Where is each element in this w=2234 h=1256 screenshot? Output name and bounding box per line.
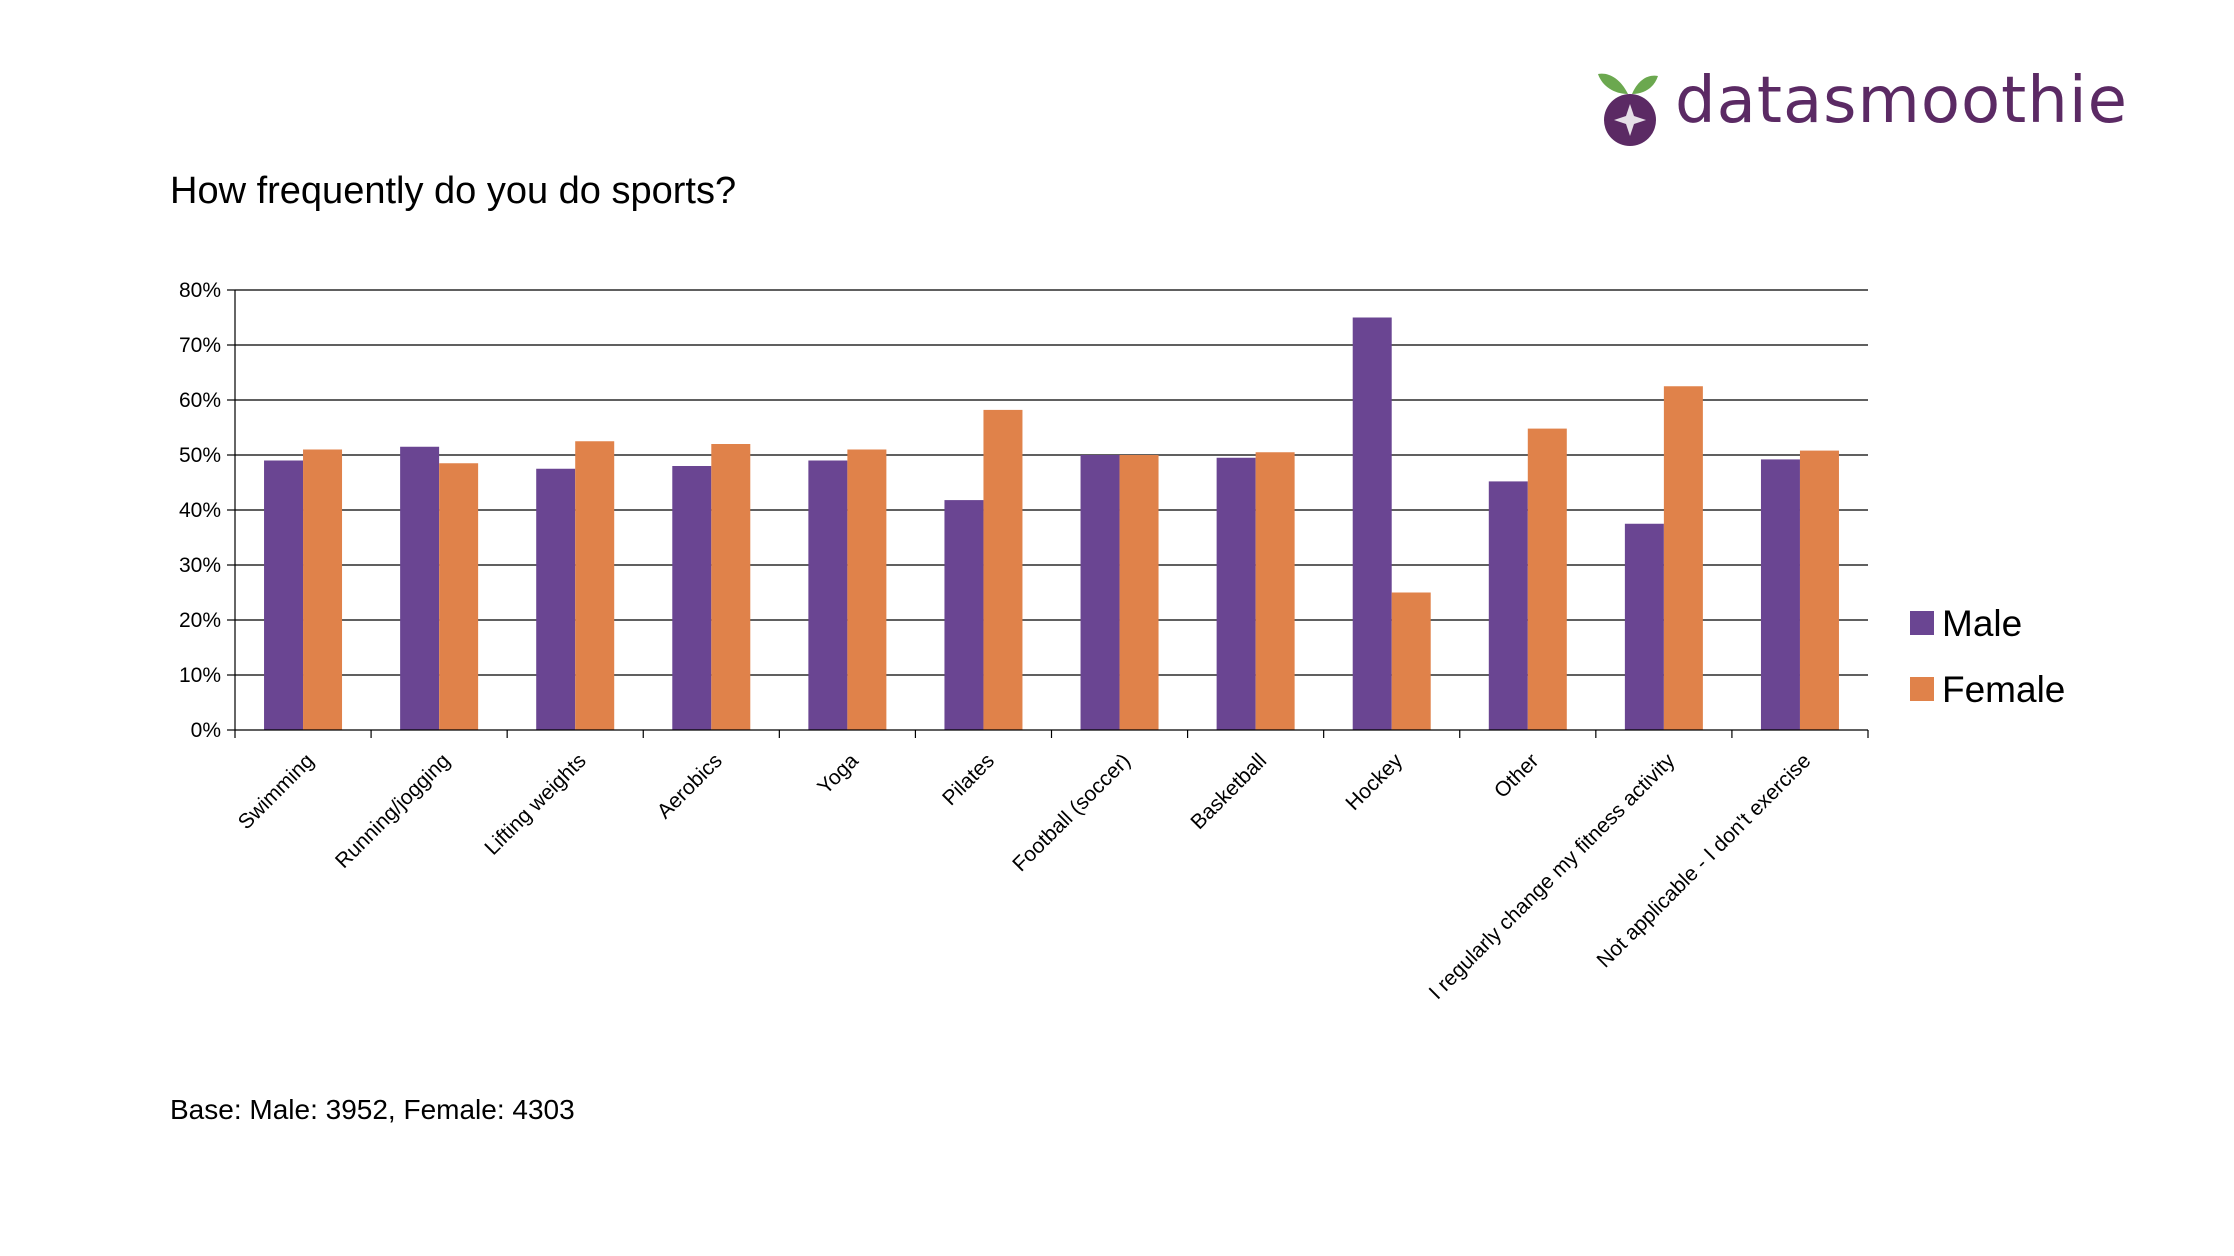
chart-title: How frequently do you do sports?: [170, 170, 737, 212]
y-tick-label: 30%: [179, 554, 221, 577]
bar-female: [1799, 450, 1839, 730]
bar-female: [1527, 428, 1567, 730]
category-label: Yoga: [813, 749, 863, 799]
brand-name: datasmoothie: [1675, 64, 2128, 138]
bars: [264, 317, 1839, 730]
base-note: Base: Male: 3952, Female: 4303: [170, 1094, 575, 1125]
bar-female: [575, 441, 615, 730]
category-label: Hockey: [1341, 749, 1407, 815]
category-label: Running/jogging: [331, 749, 455, 873]
bar-female: [711, 444, 751, 730]
gridlines: [235, 289, 1868, 676]
datasmoothie-logo: datasmoothie: [1590, 60, 2127, 150]
bar-female: [1119, 455, 1159, 730]
category-label: Swimming: [234, 749, 319, 834]
category-label: Football (soccer): [1008, 749, 1135, 876]
category-label: Pilates: [938, 749, 999, 810]
y-tick-label: 0%: [191, 719, 221, 742]
category-label: Other: [1490, 749, 1543, 802]
bar-female: [1663, 386, 1703, 730]
y-tick-label: 70%: [179, 334, 221, 357]
legend-swatch-female: [1910, 677, 1934, 701]
category-label: Lifting weights: [480, 749, 590, 859]
bar-male: [672, 466, 712, 730]
legend: Male Female: [1910, 603, 2065, 710]
bar-female: [1391, 592, 1431, 730]
bar-female: [439, 463, 479, 730]
bar-male: [944, 500, 984, 730]
bar-female: [303, 449, 343, 730]
category-label: Basketball: [1186, 749, 1271, 834]
bar-male: [1080, 455, 1120, 730]
axes: [227, 289, 1869, 738]
bar-female: [983, 409, 1023, 730]
y-tick-label: 40%: [179, 499, 221, 522]
bar-male: [1760, 459, 1800, 730]
y-tick-label: 50%: [179, 444, 221, 467]
bar-male: [400, 446, 440, 730]
bar-male: [1352, 317, 1392, 730]
y-axis-ticks: 0% 10% 20% 30% 40% 50% 60% 70% 80%: [179, 279, 221, 742]
y-tick-label: 20%: [179, 609, 221, 632]
x-axis-categories: Swimming Running/jogging Lifting weights Ae…: [234, 749, 1816, 1004]
legend-label-female: Female: [1942, 669, 2065, 710]
bar-male: [536, 468, 576, 730]
bar-male: [1488, 481, 1528, 730]
berry-logo-icon: [1598, 73, 1658, 146]
bar-male: [808, 460, 848, 730]
legend-label-male: Male: [1942, 603, 2022, 644]
bar-female: [847, 449, 887, 730]
bar-male: [1624, 523, 1664, 730]
legend-swatch-male: [1910, 611, 1934, 635]
category-label: Aerobics: [653, 749, 727, 823]
y-tick-label: 80%: [179, 279, 221, 302]
bar-female: [1255, 452, 1295, 730]
y-tick-label: 10%: [179, 664, 221, 687]
bar-male: [1216, 457, 1256, 730]
bar-male: [264, 460, 304, 730]
category-label: Not applicable - I don't exercise: [1593, 749, 1816, 972]
category-label: I regularly change my fitness activity: [1425, 749, 1680, 1004]
y-tick-label: 60%: [179, 389, 221, 412]
